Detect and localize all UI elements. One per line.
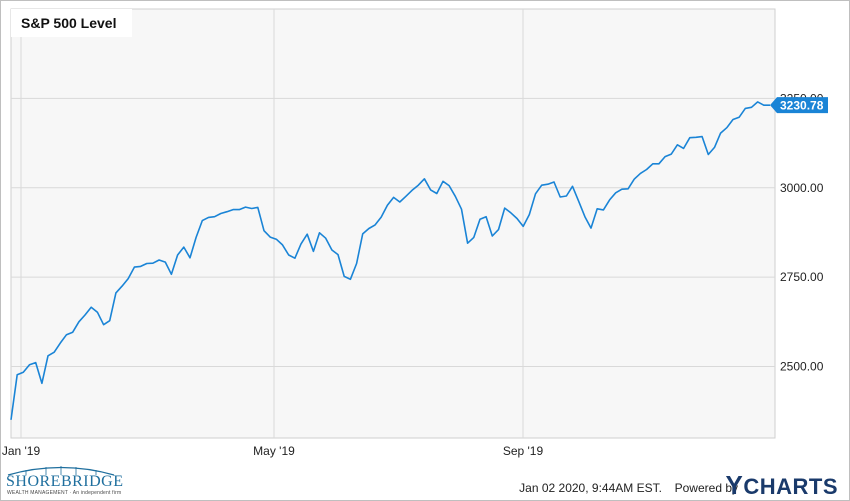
ycharts-logo-initial: Y — [725, 470, 744, 500]
plot-area — [10, 8, 776, 439]
chart-title: S&P 500 Level — [21, 15, 116, 31]
y-tick-label: 2500.00 — [780, 360, 824, 374]
powered-by-label: Powered by — [674, 481, 738, 495]
grid-lines — [11, 9, 775, 438]
footer-text: Jan 02 2020, 9:44AM EST. Powered by — [519, 481, 738, 495]
shorebridge-logo: SHOREBRIDGE WEALTH MANAGEMENT · An indep… — [6, 464, 123, 498]
logo-subtitle: WEALTH MANAGEMENT · An independent firm — [7, 490, 122, 496]
x-tick-label: Sep '19 — [503, 444, 544, 458]
timestamp: Jan 02 2020, 9:44AM EST. — [519, 481, 662, 495]
x-tick-label: Jan '19 — [2, 444, 41, 458]
last-value-text: 3230.78 — [780, 99, 824, 113]
bridge-icon — [7, 466, 115, 476]
last-value-badge — [770, 97, 828, 114]
logo-name: SHOREBRIDGE — [6, 473, 124, 490]
x-tick-label: May '19 — [253, 444, 295, 458]
ycharts-logo-text: CHARTS — [743, 474, 838, 499]
ycharts-logo[interactable]: YCHARTS — [725, 470, 838, 501]
y-tick-label: 2750.00 — [780, 270, 824, 284]
y-tick-label: 3000.00 — [780, 181, 824, 195]
last-value-label: 3230.78 — [770, 97, 828, 114]
series-line — [10, 101, 770, 420]
x-axis: Jan '19 May '19 Sep '19 — [2, 444, 544, 458]
chart-title-box: S&P 500 Level — [11, 9, 132, 37]
